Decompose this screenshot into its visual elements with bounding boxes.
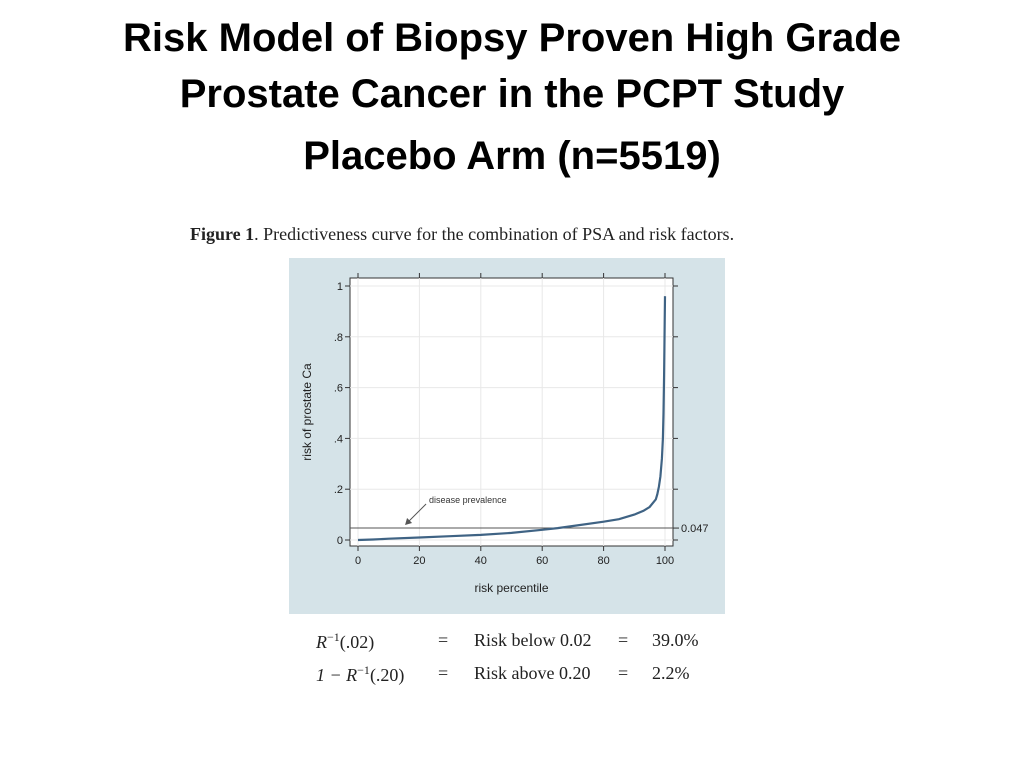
slide-subtitle: Placebo Arm (n=5519) — [303, 134, 721, 178]
slide-title: Risk Model of Biopsy Proven High Grade P… — [0, 10, 1024, 122]
predictiveness-chart: 0 .2 .4 .6 .8 1 0 20 40 60 80 100 0.047 disease preva… — [300, 273, 709, 595]
y-tick-label: 1 — [337, 281, 343, 293]
slide-title-line-2: Prostate Cancer in the PCPT Study — [179, 72, 845, 116]
formula-row-2: 1 − R−1(.20) = Risk above 0.20 = 2.2% — [316, 663, 736, 693]
x-axis-label: risk percentile — [474, 581, 548, 595]
formula-1-value: 39.0% — [652, 630, 699, 650]
y-tick-label: 0 — [337, 535, 343, 547]
series-line-0 — [357, 296, 667, 542]
figure-caption: Figure 1. Predictiveness curve for the c… — [190, 224, 890, 245]
figure-label: Figure 1 — [190, 224, 255, 244]
y-axis-label: risk of prostate Ca — [300, 363, 314, 461]
formula-1-text: Risk below 0.02 — [474, 630, 592, 650]
annotation-text: disease prevalence — [429, 495, 507, 505]
formula-1-eq1: = — [438, 630, 449, 650]
x-tick-label: 80 — [597, 555, 609, 567]
formula-row-1: R−1(.02) = Risk below 0.02 = 39.0% — [316, 630, 736, 660]
formula-2-lhs: 1 − R−1(.20) — [316, 663, 405, 685]
plot-area — [349, 277, 674, 547]
slide-title-line-1: Risk Model of Biopsy Proven High Grade — [123, 16, 901, 60]
x-tick-label: 60 — [536, 555, 548, 567]
x-tick-label: 0 — [355, 555, 361, 567]
y-tick-label: .8 — [334, 332, 343, 344]
y-tick-label: .2 — [334, 484, 343, 496]
y-tick-label: .4 — [334, 433, 343, 445]
formula-2-eq1: = — [438, 663, 449, 683]
annotation-arrowhead — [405, 518, 413, 526]
x-tick-label: 100 — [656, 555, 674, 567]
x-tick-label: 20 — [413, 555, 425, 567]
plot-panel: 0 .2 .4 .6 .8 1 0 20 40 60 80 100 0.047 disease preva… — [289, 258, 725, 614]
formula-2-text: Risk above 0.20 — [474, 663, 591, 683]
formula-1-lhs: R−1(.02) — [316, 630, 375, 652]
y-tick-label: .6 — [334, 383, 343, 395]
figure-caption-text: . Predictiveness curve for the combinati… — [254, 224, 735, 244]
formula-2-eq2: = — [618, 663, 629, 683]
formula-2-value: 2.2% — [652, 663, 690, 683]
formula-1-eq2: = — [618, 630, 629, 650]
prevalence-label: 0.047 — [681, 523, 709, 535]
x-tick-label: 40 — [475, 555, 487, 567]
